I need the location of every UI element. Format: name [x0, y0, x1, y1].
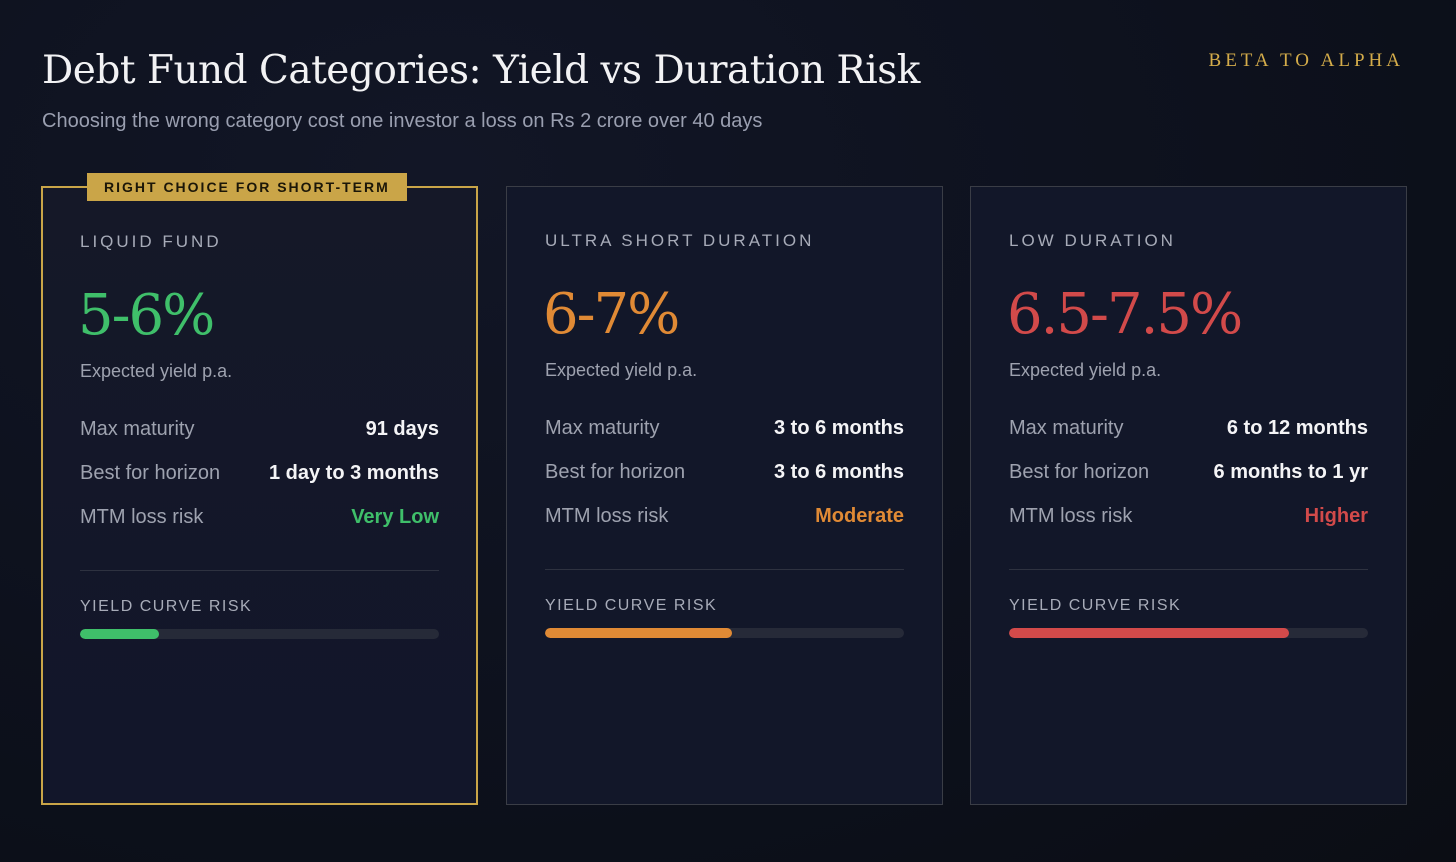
category-name: LIQUID FUND — [80, 232, 222, 251]
risk-label: YIELD CURVE RISK — [1009, 597, 1182, 614]
risk-bar-track — [545, 628, 904, 638]
risk-bar-track — [1009, 628, 1368, 638]
yield-label: Expected yield p.a. — [1009, 360, 1162, 380]
row-label: Max maturity — [545, 416, 660, 439]
divider — [80, 570, 439, 571]
yield-value: 6-7% — [543, 282, 680, 347]
divider — [545, 569, 904, 570]
row-label: MTM loss risk — [545, 504, 669, 527]
row-label: Best for horizon — [545, 460, 686, 483]
yield-label: Expected yield p.a. — [545, 360, 698, 380]
yield-label: Expected yield p.a. — [80, 361, 233, 381]
mtm-risk-value: Higher — [1304, 504, 1368, 527]
row-value: 1 day to 3 months — [268, 461, 439, 484]
risk-bar-fill — [1009, 628, 1290, 638]
row-max-maturity: Max maturity 3 to 6 months — [545, 416, 904, 440]
card-liquid-fund: RIGHT CHOICE FOR SHORT-TERM LIQUID FUND … — [41, 173, 478, 805]
row-max-maturity: Max maturity 91 days — [80, 417, 439, 441]
page-subtitle: Choosing the wrong category cost one inv… — [42, 110, 763, 132]
row-value: 6 to 12 months — [1226, 416, 1368, 439]
row-mtm-risk: MTM loss risk Very Low — [80, 505, 439, 529]
risk-bar-track — [80, 629, 439, 639]
row-best-horizon: Best for horizon 1 day to 3 months — [80, 461, 439, 485]
mtm-risk-value: Very Low — [351, 505, 439, 528]
row-value: 3 to 6 months — [773, 460, 904, 483]
row-value: 3 to 6 months — [773, 416, 904, 439]
category-name: LOW DURATION — [1009, 231, 1176, 250]
risk-label: YIELD CURVE RISK — [545, 597, 718, 614]
recommendation-badge: RIGHT CHOICE FOR SHORT-TERM — [87, 173, 407, 201]
card-ultra-short-duration: ULTRA SHORT DURATION 6-7% Expected yield… — [506, 186, 943, 805]
row-label: MTM loss risk — [80, 505, 204, 528]
row-mtm-risk: MTM loss risk Higher — [1009, 504, 1368, 528]
card-low-duration: LOW DURATION 6.5-7.5% Expected yield p.a… — [970, 186, 1407, 805]
divider — [1009, 569, 1368, 570]
page-title: Debt Fund Categories: Yield vs Duration … — [42, 48, 920, 93]
brand-logo: BETA TO ALPHA — [1208, 50, 1404, 71]
row-max-maturity: Max maturity 6 to 12 months — [1009, 416, 1368, 440]
row-label: Best for horizon — [1009, 460, 1150, 483]
row-label: Best for horizon — [80, 461, 221, 484]
mtm-risk-value: Moderate — [815, 504, 904, 527]
row-best-horizon: Best for horizon 3 to 6 months — [545, 460, 904, 484]
risk-label: YIELD CURVE RISK — [80, 598, 253, 615]
row-mtm-risk: MTM loss risk Moderate — [545, 504, 904, 528]
row-label: MTM loss risk — [1009, 504, 1133, 527]
row-best-horizon: Best for horizon 6 months to 1 yr — [1009, 460, 1368, 484]
row-label: Max maturity — [80, 417, 195, 440]
risk-bar-fill — [545, 628, 732, 638]
risk-bar-fill — [80, 629, 159, 639]
row-value: 91 days — [365, 417, 439, 440]
category-name: ULTRA SHORT DURATION — [545, 231, 815, 250]
row-value: 6 months to 1 yr — [1213, 460, 1368, 483]
yield-value: 5-6% — [78, 283, 215, 348]
row-label: Max maturity — [1009, 416, 1124, 439]
yield-value: 6.5-7.5% — [1007, 282, 1243, 347]
